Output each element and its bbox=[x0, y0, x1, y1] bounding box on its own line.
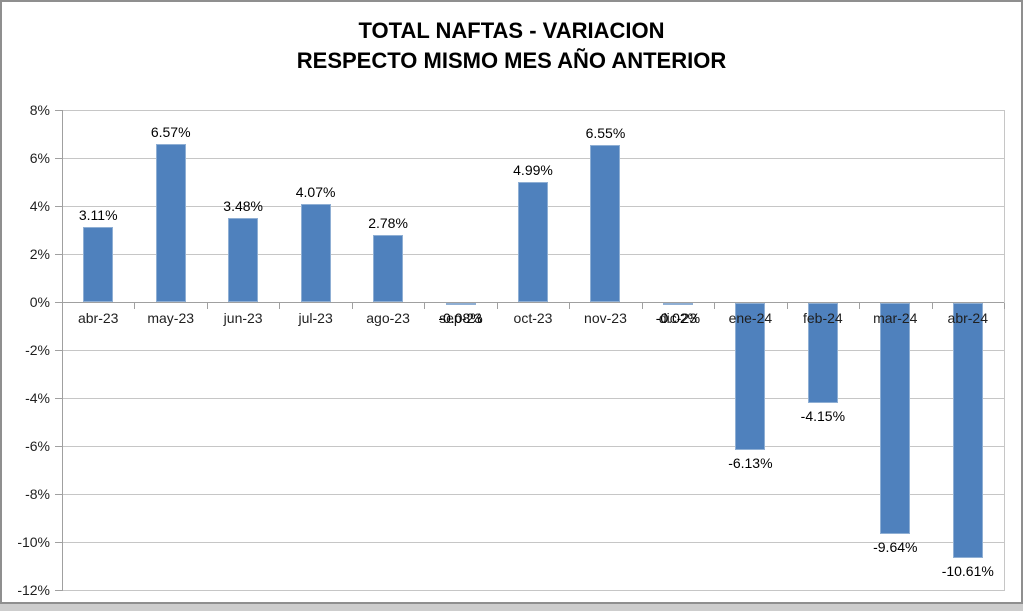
bar-feb-24 bbox=[807, 303, 838, 403]
x-axis-tick bbox=[424, 303, 425, 309]
x-axis-tick bbox=[714, 303, 715, 309]
x-axis-label-ene-24: ene-24 bbox=[728, 310, 773, 326]
gridline bbox=[62, 398, 1004, 399]
bar-value-label-jul-23: 4.07% bbox=[295, 184, 336, 201]
y-tick-label: -12% bbox=[17, 582, 50, 598]
gridline bbox=[62, 446, 1004, 447]
x-axis-label-feb-24: feb-24 bbox=[802, 310, 843, 326]
bar-value-label-may-23: 6.57% bbox=[150, 124, 191, 141]
x-axis-label-ago-23: ago-23 bbox=[366, 310, 410, 326]
bar-abr-24 bbox=[952, 303, 983, 558]
bar-oct-23 bbox=[518, 182, 548, 302]
x-axis-tick bbox=[569, 303, 570, 309]
y-tick-label: -2% bbox=[25, 342, 50, 358]
x-axis-tick bbox=[642, 303, 643, 309]
x-axis-label-mar-24: mar-24 bbox=[873, 310, 918, 326]
x-axis-label-may-23: may-23 bbox=[147, 310, 195, 326]
y-tick-label: -10% bbox=[17, 534, 50, 550]
bar-value-label-oct-23: 4.99% bbox=[513, 162, 553, 179]
x-axis-label-nov-23: nov-23 bbox=[584, 310, 627, 326]
y-tick-label: 8% bbox=[29, 102, 50, 118]
y-tick-label: 6% bbox=[29, 150, 50, 166]
y-axis-tick bbox=[55, 206, 62, 207]
bar-abr-23 bbox=[83, 227, 114, 302]
x-axis-tick bbox=[352, 303, 353, 309]
x-axis-label-jul-23: jul-23 bbox=[298, 310, 333, 326]
y-axis-tick bbox=[55, 110, 62, 111]
x-axis-tick bbox=[62, 303, 63, 309]
x-axis-label-oct-23: oct-23 bbox=[513, 310, 553, 326]
y-axis-tick bbox=[55, 398, 62, 399]
bar-mar-24 bbox=[880, 303, 911, 535]
x-axis-tick bbox=[497, 303, 498, 309]
x-axis-tick bbox=[207, 303, 208, 309]
y-axis-tick bbox=[55, 446, 62, 447]
chart-title-line-1: TOTAL NAFTAS - VARIACION bbox=[358, 18, 665, 43]
x-axis-tick bbox=[859, 303, 860, 309]
x-axis-tick bbox=[279, 303, 280, 309]
bar-value-label-abr-23: 3.11% bbox=[78, 207, 118, 224]
y-axis-line bbox=[62, 110, 63, 591]
bar-value-label-mar-24: -9.64% bbox=[873, 539, 918, 556]
y-tick-label: 0% bbox=[29, 294, 50, 310]
bar-sep-23 bbox=[445, 303, 476, 305]
bar-value-label-dic-23: -0.02% bbox=[655, 309, 701, 326]
x-axis-tick bbox=[787, 303, 788, 309]
y-axis-tick bbox=[55, 254, 62, 255]
x-axis-zero-line bbox=[62, 302, 1004, 303]
gridline bbox=[62, 590, 1004, 591]
x-axis-tick bbox=[932, 303, 933, 309]
gridline bbox=[62, 350, 1004, 351]
bar-dic-23 bbox=[662, 303, 693, 305]
chart-title: TOTAL NAFTAS - VARIACION RESPECTO MISMO … bbox=[0, 16, 1023, 76]
bar-value-label-nov-23: 6.55% bbox=[585, 124, 626, 141]
y-axis-tick bbox=[55, 542, 62, 543]
plot-right-border bbox=[1004, 110, 1005, 591]
bar-value-label-feb-24: -4.15% bbox=[800, 407, 846, 424]
y-tick-label: -4% bbox=[25, 390, 50, 406]
x-axis-tick bbox=[134, 303, 135, 309]
bar-jun-23 bbox=[228, 218, 259, 302]
bar-jul-23 bbox=[300, 204, 331, 302]
x-axis-label-abr-24: abr-24 bbox=[947, 310, 988, 326]
gridline bbox=[62, 158, 1004, 159]
y-tick-label: 2% bbox=[29, 246, 50, 262]
x-axis-label-jun-23: jun-23 bbox=[223, 310, 263, 326]
y-tick-label: -6% bbox=[25, 438, 50, 454]
x-axis-label-sep-23: sep-23 bbox=[439, 310, 482, 326]
y-axis-tick bbox=[55, 302, 62, 303]
bar-may-23 bbox=[155, 144, 186, 302]
bottom-strip bbox=[0, 604, 1023, 611]
y-axis-tick bbox=[55, 158, 62, 159]
x-axis-tick bbox=[1004, 303, 1005, 309]
y-tick-label: 4% bbox=[29, 198, 50, 214]
y-axis-tick bbox=[55, 494, 62, 495]
x-axis-label-dic-23: dic-23 bbox=[658, 310, 697, 326]
bar-ago-23 bbox=[373, 235, 404, 302]
y-axis-tick bbox=[55, 350, 62, 351]
bar-value-label-ene-24: -6.13% bbox=[728, 455, 773, 472]
gridline bbox=[62, 110, 1004, 111]
gridline bbox=[62, 542, 1004, 543]
chart-title-line-2: RESPECTO MISMO MES AÑO ANTERIOR bbox=[296, 48, 727, 73]
bar-value-label-abr-24: -10.61% bbox=[941, 562, 994, 579]
bar-value-label-jun-23: 3.48% bbox=[223, 198, 263, 215]
y-tick-label: -8% bbox=[25, 486, 50, 502]
gridline bbox=[62, 494, 1004, 495]
bar-nov-23 bbox=[590, 144, 621, 302]
bar-value-label-ago-23: 2.78% bbox=[368, 215, 408, 232]
x-axis-label-abr-23: abr-23 bbox=[77, 310, 119, 326]
y-axis-tick bbox=[55, 590, 62, 591]
bar-ene-24 bbox=[735, 303, 766, 451]
bar-value-label-sep-23: -0.08% bbox=[438, 309, 483, 326]
